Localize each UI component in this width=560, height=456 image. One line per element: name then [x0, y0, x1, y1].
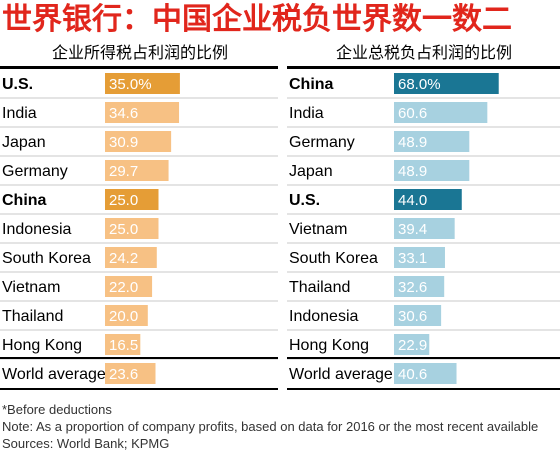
left-category-label: Japan [2, 134, 46, 151]
footnote-before-deductions: *Before deductions [2, 402, 112, 417]
right-value-label: 40.6 [398, 366, 427, 383]
right-top-rule [287, 66, 560, 69]
left-bar [105, 363, 156, 384]
left-bar [105, 218, 159, 239]
right-bar [394, 363, 457, 384]
right-value-label: 48.9 [398, 163, 427, 180]
right-category-label: China [289, 76, 334, 93]
right-category-label: Germany [289, 134, 355, 151]
right-category-label: Indonesia [289, 308, 358, 325]
right-category-label: Vietnam [289, 221, 347, 238]
left-bar [105, 131, 172, 152]
left-bar [105, 73, 180, 94]
left-value-label: 16.5 [109, 337, 138, 354]
left-category-label: South Korea [2, 250, 91, 267]
right-category-label: Thailand [289, 279, 350, 296]
right-value-label: 32.6 [398, 279, 427, 296]
right-category-label: U.S. [289, 192, 320, 209]
left-bar [105, 247, 157, 268]
right-bar [394, 102, 488, 123]
right-category-label: India [289, 105, 324, 122]
left-bar [105, 160, 169, 181]
left-value-label: 22.0 [109, 279, 138, 296]
left-value-label: 25.0 [109, 221, 138, 238]
right-bar [394, 247, 445, 268]
right-bar [394, 305, 442, 326]
right-value-label: 22.9 [398, 337, 427, 354]
right-chart-subtitle: 企业总税负占利润的比例 [335, 43, 512, 62]
right-value-label: 44.0 [398, 192, 427, 209]
right-category-label: Japan [289, 163, 333, 180]
left-value-label: 30.9 [109, 134, 138, 151]
left-category-label: Hong Kong [2, 337, 82, 354]
left-category-label: Germany [2, 163, 68, 180]
right-bar [394, 131, 470, 152]
left-bar [105, 305, 148, 326]
right-value-label: 30.6 [398, 308, 427, 325]
left-bar [105, 334, 141, 355]
right-category-label: South Korea [289, 250, 378, 267]
right-value-label: 48.9 [398, 134, 427, 151]
right-value-label: 68.0% [398, 76, 441, 93]
left-category-label: World average [2, 366, 106, 383]
right-value-label: 39.4 [398, 221, 427, 238]
right-category-label: World average [289, 366, 393, 383]
left-value-label: 34.6 [109, 105, 138, 122]
right-value-label: 33.1 [398, 250, 427, 267]
right-category-label: Hong Kong [289, 337, 369, 354]
left-bar [105, 102, 180, 123]
left-top-rule [0, 66, 278, 69]
right-bar [394, 160, 470, 181]
footnote-note: Note: As a proportion of company profits… [2, 419, 539, 434]
right-bar [394, 189, 462, 210]
left-value-label: 20.0 [109, 308, 138, 325]
left-category-label: Indonesia [2, 221, 71, 238]
left-value-label: 29.7 [109, 163, 138, 180]
left-category-label: China [2, 192, 47, 209]
left-category-label: India [2, 105, 37, 122]
left-value-label: 35.0% [109, 76, 152, 93]
page-title: 世界银行：中国企业税负世界数一数二 [2, 2, 512, 37]
footnote-sources: Sources: World Bank; KPMG [2, 436, 170, 451]
left-category-label: Vietnam [2, 279, 60, 296]
left-category-label: Thailand [2, 308, 63, 325]
right-bar [394, 73, 499, 94]
left-value-label: 25.0 [109, 192, 138, 209]
left-category-label: U.S. [2, 76, 33, 93]
left-bar [105, 189, 159, 210]
right-bar [394, 334, 430, 355]
right-bar [394, 276, 445, 297]
right-bar [394, 218, 455, 239]
right-value-label: 60.6 [398, 105, 427, 122]
left-value-label: 24.2 [109, 250, 138, 267]
left-bar [105, 276, 153, 297]
left-value-label: 23.6 [109, 366, 138, 383]
left-chart-subtitle: 企业所得税占利润的比例 [51, 43, 228, 62]
